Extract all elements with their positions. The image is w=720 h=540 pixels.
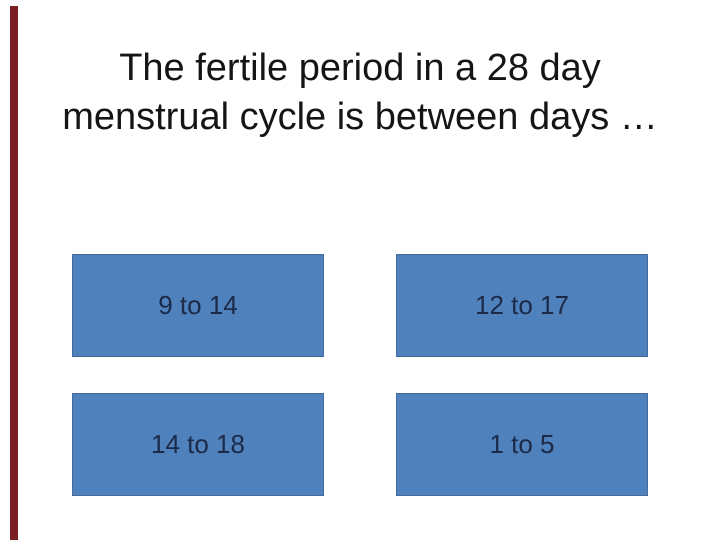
answer-option-14-to-18[interactable]: 14 to 18 [72, 393, 324, 496]
answer-label: 9 to 14 [158, 290, 238, 320]
answer-grid: 9 to 14 12 to 17 14 to 18 1 to 5 [72, 254, 648, 496]
answer-option-12-to-17[interactable]: 12 to 17 [396, 254, 648, 357]
answer-label: 14 to 18 [151, 429, 245, 459]
answer-label: 12 to 17 [475, 290, 569, 320]
answer-option-9-to-14[interactable]: 9 to 14 [72, 254, 324, 357]
answer-label: 1 to 5 [489, 429, 555, 459]
question-title-line2: menstrual cycle is between days … [62, 96, 658, 139]
question-title: The fertile period in a 28 day menstrual… [24, 44, 696, 143]
answer-option-1-to-5[interactable]: 1 to 5 [396, 393, 648, 496]
slide-accent-bar [10, 6, 18, 540]
question-title-line1: The fertile period in a 28 day [119, 47, 601, 89]
